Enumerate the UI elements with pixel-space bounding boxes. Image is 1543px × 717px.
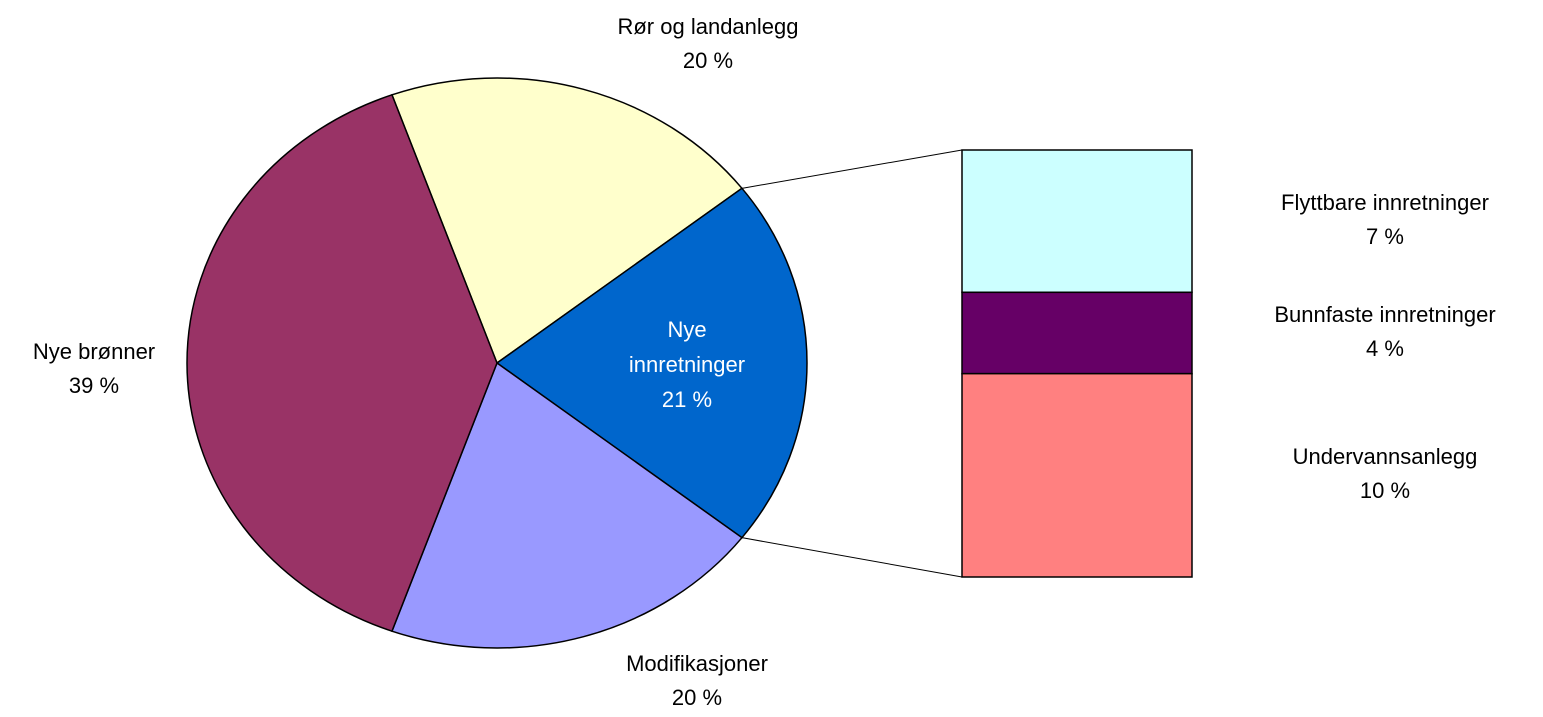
category-label: Nye brønner (33, 339, 155, 364)
category-label: Rør og landanlegg (617, 14, 798, 39)
value-label: 7 % (1366, 224, 1404, 249)
value-label: 20 % (672, 685, 722, 710)
value-label: 4 % (1366, 336, 1404, 361)
value-label: 20 % (683, 48, 733, 73)
category-label: Flyttbare innretninger (1281, 190, 1489, 215)
category-label: Bunnfaste innretninger (1274, 302, 1495, 327)
value-label: 21 % (661, 387, 713, 412)
value-label: 10 % (1360, 478, 1410, 503)
category-label: Modifikasjoner (626, 651, 768, 676)
inner-label: Nye innretninger 21 % (612, 312, 762, 417)
pie-slice (391, 361, 744, 649)
slice-label: Nye innretninger 21 % (612, 312, 762, 417)
pie-slice (186, 93, 498, 633)
category-label: Nye innretninger (628, 317, 746, 377)
pie-slice (391, 77, 744, 365)
connector-line (741, 537, 963, 578)
value-label: 39 % (69, 373, 119, 398)
bar-segment (961, 372, 1193, 578)
bar-segment (961, 149, 1193, 294)
pie-slice (495, 187, 808, 539)
bar-segment (961, 291, 1193, 375)
category-label: Undervannsanlegg (1293, 444, 1478, 469)
connector-line (741, 149, 963, 189)
